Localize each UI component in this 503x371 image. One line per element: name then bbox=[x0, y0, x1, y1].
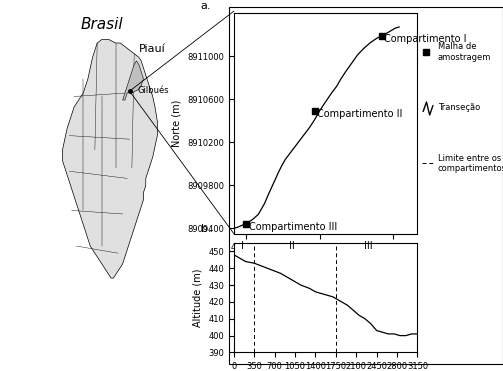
Y-axis label: Norte (m): Norte (m) bbox=[172, 100, 182, 147]
Text: a.: a. bbox=[201, 1, 211, 11]
Text: III: III bbox=[364, 242, 372, 252]
Text: Limite entre os compartimentos: Limite entre os compartimentos bbox=[438, 154, 503, 173]
Y-axis label: Altitude (m): Altitude (m) bbox=[193, 269, 203, 327]
Text: II: II bbox=[289, 242, 295, 252]
X-axis label: Leste (m): Leste (m) bbox=[302, 258, 349, 268]
Text: Compartimento I: Compartimento I bbox=[384, 34, 467, 44]
Text: Piauí: Piauí bbox=[139, 44, 165, 54]
Polygon shape bbox=[123, 61, 143, 100]
Text: b.: b. bbox=[201, 224, 211, 234]
Text: Transeção: Transeção bbox=[438, 103, 480, 112]
Text: Brasil: Brasil bbox=[81, 17, 124, 32]
Text: Compartimento II: Compartimento II bbox=[317, 109, 402, 119]
Text: Compartimento III: Compartimento III bbox=[248, 222, 337, 232]
Text: I: I bbox=[241, 242, 244, 252]
Text: Malha de amostragem: Malha de amostragem bbox=[438, 42, 491, 62]
Text: Gilbués: Gilbués bbox=[138, 86, 170, 95]
Polygon shape bbox=[62, 39, 157, 278]
